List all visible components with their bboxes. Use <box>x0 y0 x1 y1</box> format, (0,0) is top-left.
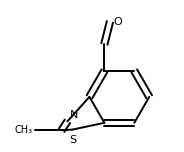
Text: S: S <box>70 135 77 145</box>
Text: N: N <box>70 110 78 120</box>
Text: CH₃: CH₃ <box>15 125 33 135</box>
Text: O: O <box>114 17 122 27</box>
